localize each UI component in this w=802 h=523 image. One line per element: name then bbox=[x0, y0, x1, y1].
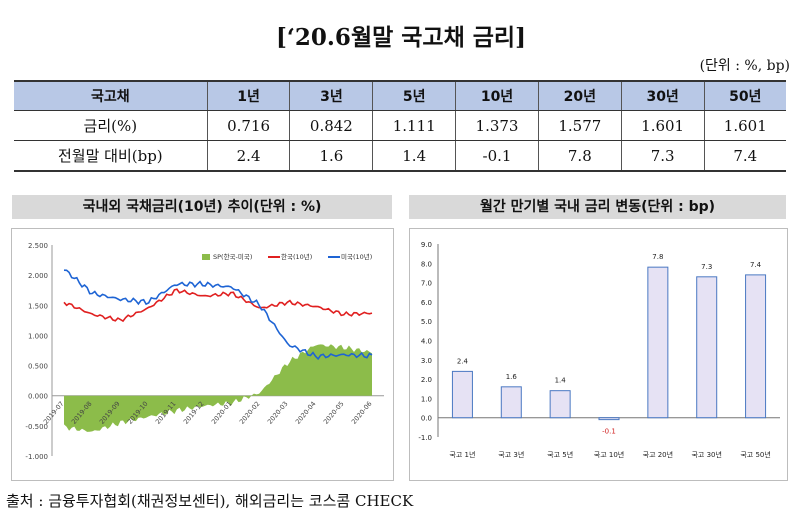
table-cell: 7.8 bbox=[537, 140, 622, 172]
data-label: 1.4 bbox=[555, 377, 567, 385]
y-tick-label: 1.500 bbox=[28, 302, 48, 310]
x-tick-label: 2020-05 bbox=[322, 400, 346, 426]
table-header: 20년 bbox=[537, 80, 622, 111]
table-header: 국고채 bbox=[14, 80, 208, 111]
rate-trend-svg: 2.500 2.000 1.500 1.000 0.500 0.000 -0.500 -1.0… bbox=[25, 242, 384, 461]
y-tick-label: -1.0 bbox=[418, 434, 432, 442]
y-tick-label: 4.0 bbox=[421, 338, 432, 346]
x-tick-label: 국고 20년 bbox=[643, 450, 673, 459]
bar bbox=[549, 390, 571, 419]
x-tick-label: 국고 3년 bbox=[498, 450, 524, 459]
data-label: 1.6 bbox=[506, 373, 518, 381]
y-tick-label: 2.500 bbox=[28, 242, 48, 250]
table-cell: 1.4 bbox=[372, 140, 456, 172]
row-label: 전월말 대비(bp) bbox=[14, 140, 208, 172]
table-header: 10년 bbox=[455, 80, 539, 111]
monthly-change-chart: 9.0 8.0 7.0 6.0 5.0 4.0 3.0 2.0 1.0 0.0 -1.0 2.4 국고 … bbox=[409, 228, 788, 481]
table-header: 50년 bbox=[703, 80, 786, 111]
rates-table: 국고채 1년 3년 5년 10년 20년 30년 50년 금리(%) 0.716… bbox=[14, 80, 786, 172]
right-panel-title: 월간 만기별 국내 금리 변동(단위 : bp) bbox=[409, 195, 786, 219]
us-10y-line bbox=[63, 269, 373, 361]
table-row: 금리(%) 0.716 0.842 1.111 1.373 1.577 1.60… bbox=[14, 110, 786, 141]
y-tick-label: 0.0 bbox=[421, 415, 432, 423]
unit-note: (단위 : %, bp) bbox=[699, 58, 790, 74]
x-tick-label: 2020-02 bbox=[238, 400, 262, 426]
y-tick-label: 6.0 bbox=[421, 299, 432, 307]
y-tick-label: 3.0 bbox=[421, 357, 432, 365]
table-row: 전월말 대비(bp) 2.4 1.6 1.4 -0.1 7.8 7.3 7.4 bbox=[14, 140, 786, 172]
x-tick-label: 국고 30년 bbox=[691, 450, 721, 459]
bar bbox=[647, 266, 669, 419]
bar bbox=[598, 417, 620, 421]
monthly-change-svg: 9.0 8.0 7.0 6.0 5.0 4.0 3.0 2.0 1.0 0.0 -1.0 2.4 국고 … bbox=[418, 241, 780, 459]
table-cell: 0.716 bbox=[206, 110, 290, 141]
data-label: 7.3 bbox=[701, 263, 712, 271]
table-cell: 7.4 bbox=[703, 140, 786, 172]
bar bbox=[745, 274, 767, 419]
data-label: 7.8 bbox=[652, 253, 663, 261]
table-header: 30년 bbox=[620, 80, 705, 111]
table-cell: 0.842 bbox=[289, 110, 373, 141]
legend-label: 미국(10년) bbox=[341, 252, 372, 261]
table-cell: 1.6 bbox=[289, 140, 373, 172]
page-title: [‘20.6월말 국고채 금리] bbox=[276, 24, 526, 51]
y-tick-label: 1.000 bbox=[28, 332, 48, 340]
x-tick-label: 2020-06 bbox=[350, 400, 374, 426]
y-tick-label: 2.000 bbox=[28, 272, 48, 280]
table-cell: 1.373 bbox=[455, 110, 539, 141]
rate-trend-chart: 2.500 2.000 1.500 1.000 0.500 0.000 -0.500 -1.0… bbox=[11, 228, 394, 481]
source-note: 출처 : 금융투자협회(채권정보센터), 해외금리는 코스콤 CHECK bbox=[6, 492, 414, 510]
x-tick-label: 2019-07 bbox=[42, 400, 66, 426]
y-tick-label: 5.0 bbox=[421, 318, 432, 326]
legend-swatch bbox=[202, 254, 210, 260]
legend-label: SP(한국-미국) bbox=[213, 252, 252, 261]
y-tick-label: 1.0 bbox=[421, 395, 432, 403]
y-tick-label: 0.500 bbox=[28, 363, 48, 371]
table-header: 5년 bbox=[372, 80, 456, 111]
x-tick-label: 국고 1년 bbox=[449, 450, 475, 459]
y-tick-label: 8.0 bbox=[421, 260, 432, 268]
table-cell: 1.111 bbox=[372, 110, 456, 141]
korea-10y-line bbox=[63, 288, 373, 323]
table-header-row: 국고채 1년 3년 5년 10년 20년 30년 50년 bbox=[14, 80, 786, 111]
y-tick-label: 7.0 bbox=[421, 280, 432, 288]
table-cell: 2.4 bbox=[206, 140, 290, 172]
bar bbox=[696, 276, 718, 419]
y-tick-label: -1.000 bbox=[25, 453, 48, 461]
table-header: 1년 bbox=[206, 80, 290, 111]
y-tick-label: 0.000 bbox=[28, 393, 48, 401]
data-label: 7.4 bbox=[750, 261, 762, 269]
data-label: 2.4 bbox=[457, 357, 469, 365]
row-label: 금리(%) bbox=[14, 110, 208, 141]
data-label: -0.1 bbox=[602, 428, 616, 436]
table-cell: -0.1 bbox=[455, 140, 539, 172]
table-header: 3년 bbox=[289, 80, 373, 111]
left-panel-title: 국내외 국채금리(10년) 추이(단위 : %) bbox=[12, 195, 392, 219]
table-cell: 1.577 bbox=[537, 110, 622, 141]
bar bbox=[451, 370, 473, 419]
spread-area bbox=[64, 344, 372, 432]
y-tick-label: -0.500 bbox=[25, 423, 48, 431]
x-tick-label: 국고 5년 bbox=[547, 450, 573, 459]
x-tick-label: 국고 50년 bbox=[740, 450, 770, 459]
table-cell: 7.3 bbox=[620, 140, 705, 172]
table-cell: 1.601 bbox=[703, 110, 786, 141]
bar bbox=[500, 386, 522, 419]
table-cell: 1.601 bbox=[620, 110, 705, 141]
y-tick-label: 9.0 bbox=[421, 241, 432, 249]
y-tick-label: 2.0 bbox=[421, 376, 432, 384]
x-tick-label: 2020-04 bbox=[294, 400, 318, 426]
x-tick-label: 국고 10년 bbox=[594, 450, 624, 459]
x-tick-label: 2020-03 bbox=[266, 400, 290, 426]
legend-label: 한국(10년) bbox=[281, 252, 312, 261]
